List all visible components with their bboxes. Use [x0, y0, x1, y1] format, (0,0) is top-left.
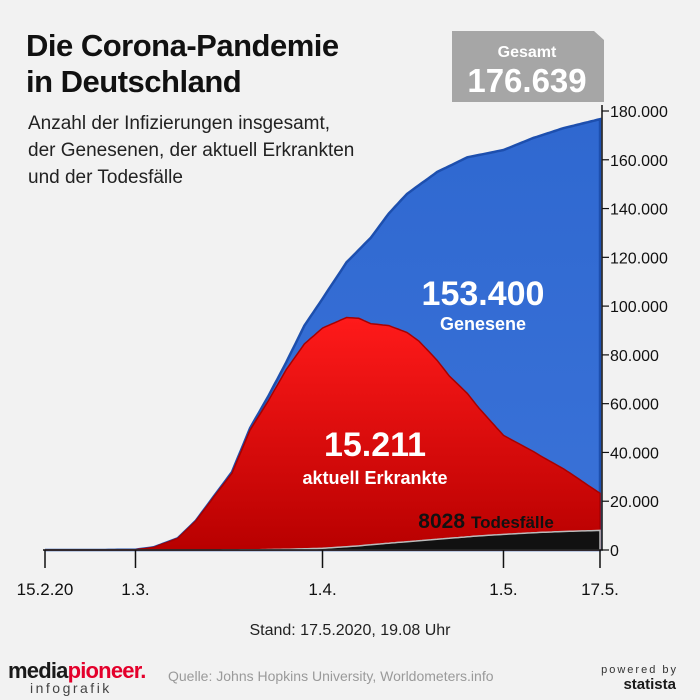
genesene-label: Genesene [440, 314, 526, 334]
chart-subtitle: Anzahl der Infizierungen insgesamt, der … [28, 113, 355, 188]
mediapioneer-logo: mediapioneer. [8, 658, 146, 684]
chart-title: Die Corona-Pandemie in Deutschland [26, 28, 339, 99]
genesene-value: 153.400 [422, 275, 545, 313]
x-tick-label: 1.5. [489, 580, 517, 599]
y-tick-label: 120.000 [610, 250, 668, 267]
logo-part-pioneer: pioneer [67, 658, 141, 683]
erkrankte-label: aktuell Erkrankte [302, 468, 447, 488]
y-tick-label: 180.000 [610, 104, 668, 121]
logo-part-media: media [8, 658, 68, 683]
x-tick-label: 1.4. [308, 580, 336, 599]
y-tick-label: 80.000 [610, 348, 659, 365]
y-tick-label: 160.000 [610, 153, 668, 170]
y-tick-label: 140.000 [610, 202, 668, 219]
total-box-value: 176.639 [467, 62, 586, 99]
statista-logo: statista [623, 676, 676, 693]
total-box-shape [452, 31, 604, 102]
tote-value: 8028 [418, 510, 465, 533]
y-tick-label: 0 [610, 543, 619, 560]
x-axis-ticks: 15.2.20 1.3. 1.4. 1.5. 17.5. [17, 550, 619, 599]
y-axis-ticks: 0 20.000 40.000 60.000 80.000 100.000 120.000 1… [602, 104, 668, 560]
y-tick-label: 40.000 [610, 445, 659, 462]
erkrankte-value: 15.211 [324, 426, 426, 464]
tote-label: Todesfälle [471, 513, 554, 532]
x-tick-label: 15.2.20 [17, 580, 74, 599]
total-box: Gesamt 176.639 [452, 31, 604, 102]
logo-subtitle: infografik [30, 680, 112, 696]
y-tick-label: 100.000 [610, 299, 668, 316]
y-tick-label: 20.000 [610, 494, 659, 511]
x-tick-label: 17.5. [581, 580, 619, 599]
logo-dot: . [140, 658, 146, 683]
source-text: Quelle: Johns Hopkins University, Worldo… [168, 668, 494, 684]
total-box-label: Gesamt [498, 44, 557, 61]
y-tick-label: 60.000 [610, 397, 659, 414]
stand-timestamp: Stand: 17.5.2020, 19.08 Uhr [249, 622, 451, 639]
x-tick-label: 1.3. [121, 580, 149, 599]
powered-by-text: powered by [601, 664, 678, 676]
